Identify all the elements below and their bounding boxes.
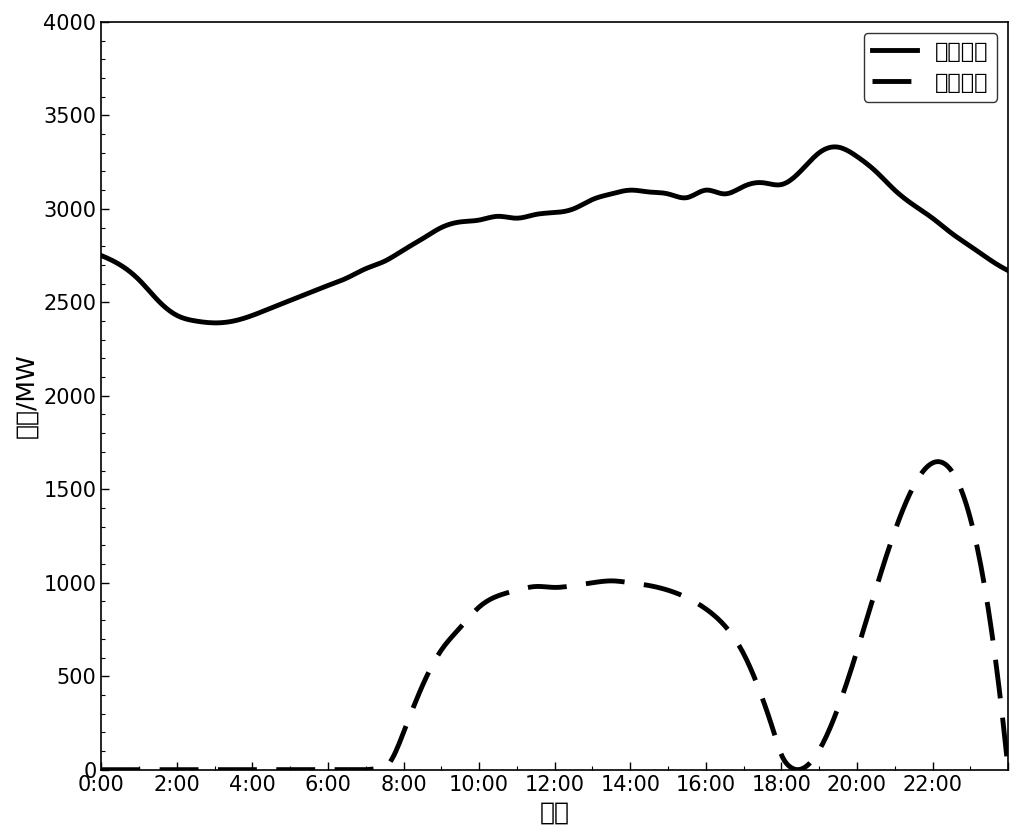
光伏曲线 bbox=[838, 685, 850, 695]
光伏曲线 bbox=[635, 579, 647, 589]
负荷曲线 bbox=[842, 146, 854, 156]
光伏曲线 bbox=[931, 457, 943, 467]
光伏曲线 bbox=[586, 577, 598, 587]
光伏曲线 bbox=[531, 582, 544, 592]
负荷曲线 bbox=[210, 318, 222, 328]
光伏曲线 bbox=[1002, 764, 1014, 774]
负荷曲线 bbox=[588, 194, 600, 204]
负荷曲线 bbox=[637, 186, 649, 196]
Line: 光伏曲线: 光伏曲线 bbox=[101, 462, 1008, 769]
光伏曲线 bbox=[526, 582, 539, 592]
负荷曲线 bbox=[1002, 266, 1014, 276]
负荷曲线 bbox=[527, 210, 540, 220]
X-axis label: 时刻: 时刻 bbox=[540, 800, 569, 824]
Line: 负荷曲线: 负荷曲线 bbox=[101, 147, 1008, 323]
负荷曲线 bbox=[533, 209, 546, 219]
光伏曲线 bbox=[982, 603, 994, 613]
负荷曲线 bbox=[95, 251, 107, 261]
Y-axis label: 功率/MW: 功率/MW bbox=[14, 354, 38, 438]
光伏曲线 bbox=[95, 764, 107, 774]
负荷曲线 bbox=[829, 142, 841, 152]
Legend: 负荷曲线, 光伏曲线: 负荷曲线, 光伏曲线 bbox=[864, 33, 997, 102]
负荷曲线 bbox=[984, 255, 996, 265]
